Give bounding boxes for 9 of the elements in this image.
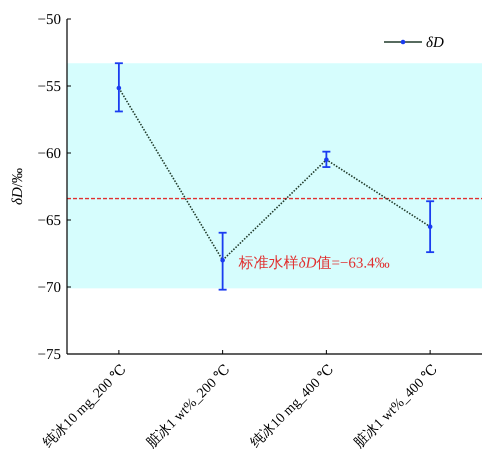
ref-line-label: 标准水样δD值=−63.4‰ [238,254,390,272]
y-tick-label: −60 [38,146,61,162]
y-axis-title: δD/‰ [10,168,26,205]
y-tick-label: −65 [38,213,61,229]
y-tick-label: −50 [38,12,61,28]
legend-label: δD [426,35,444,51]
y-tick-label: −70 [38,280,61,296]
y-tick-label: −55 [38,79,61,95]
y-tick-label: −75 [38,347,61,363]
